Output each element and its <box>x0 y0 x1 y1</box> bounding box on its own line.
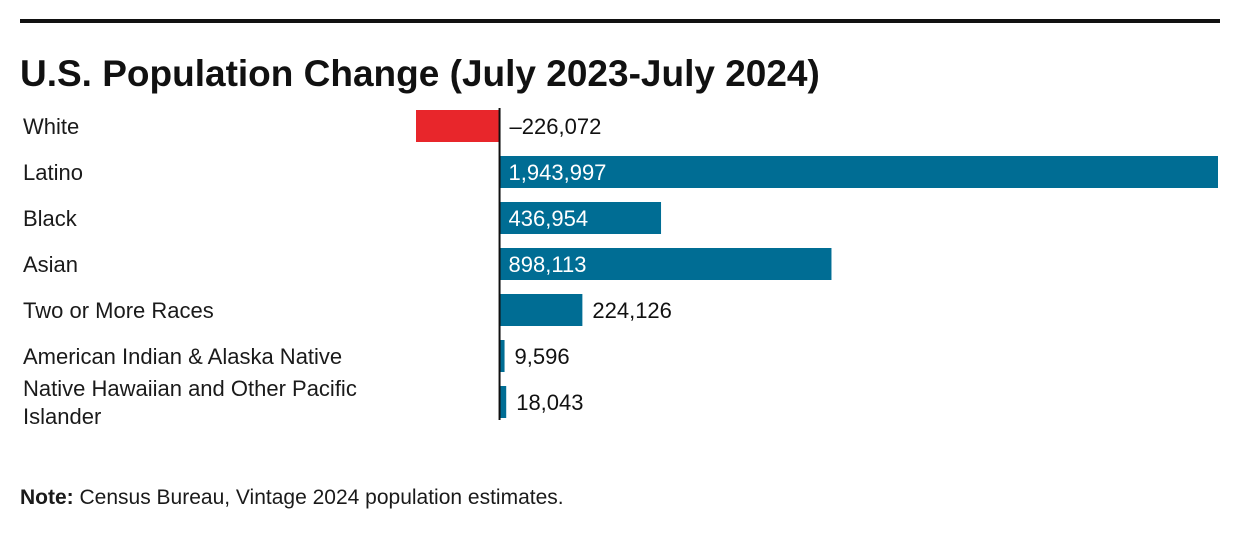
bar <box>499 294 583 326</box>
bar <box>499 386 507 418</box>
value-label: 436,954 <box>509 206 589 231</box>
category-label: American Indian & Alaska Native <box>23 344 342 369</box>
note-text: Census Bureau, Vintage 2024 population e… <box>73 486 564 509</box>
bar <box>499 156 1218 188</box>
category-label: White <box>23 114 79 139</box>
category-label: Two or More Races <box>23 298 214 323</box>
category-label: Native Hawaiian and Other Pacific Islande… <box>23 376 357 429</box>
top-rule <box>20 19 1220 23</box>
category-label: Black <box>23 206 78 231</box>
bar <box>499 340 505 372</box>
value-label: 224,126 <box>592 298 672 323</box>
note-label: Note: <box>20 486 74 509</box>
value-label: 18,043 <box>516 390 583 415</box>
value-label: 9,596 <box>515 344 570 369</box>
bar <box>499 202 662 234</box>
value-label: 1,943,997 <box>509 160 607 185</box>
value-label: 898,113 <box>509 252 587 277</box>
category-label: Asian <box>23 252 78 277</box>
chart-title: U.S. Population Change (July 2023-July 2… <box>20 53 820 94</box>
bar <box>499 248 832 280</box>
bar <box>416 110 500 142</box>
source-note: Note: Census Bureau, Vintage 2024 popula… <box>20 486 564 510</box>
value-label: –226,072 <box>510 114 602 139</box>
category-label: Latino <box>23 160 83 185</box>
